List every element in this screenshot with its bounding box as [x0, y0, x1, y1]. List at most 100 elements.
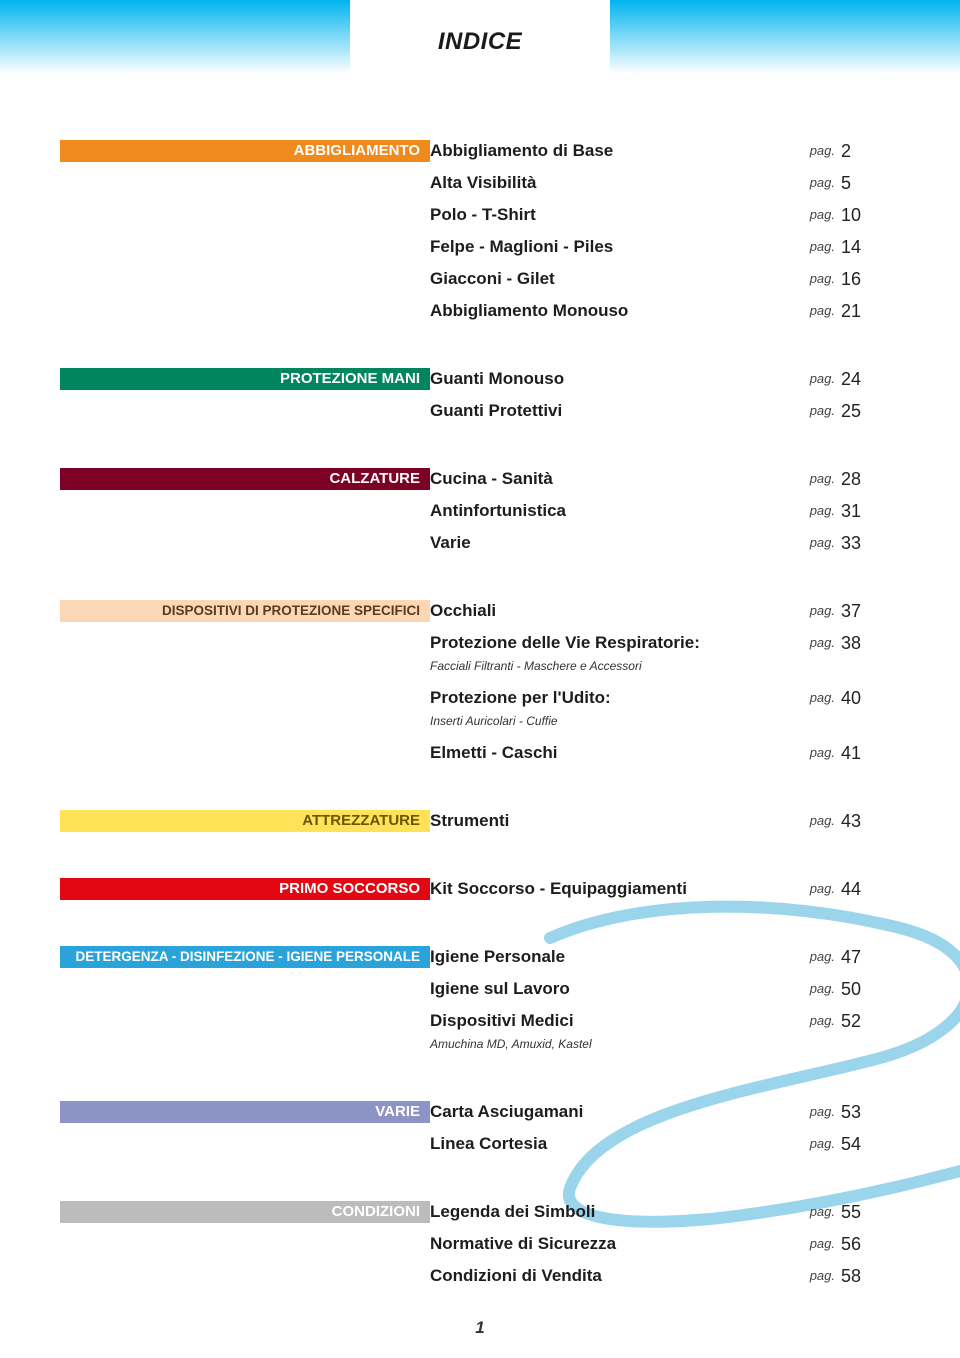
item-label: Igiene sul Lavoro	[430, 978, 790, 1000]
index-row: Antinfortunisticapag.31	[60, 500, 910, 526]
item-label-text: Guanti Monouso	[430, 368, 790, 390]
section-header: PRIMO SOCCORSO	[60, 878, 430, 900]
pag-label: pag.	[790, 1201, 835, 1223]
section-label-col: CONDIZIONI	[60, 1201, 430, 1223]
index-row: PROTEZIONE MANIGuanti Monousopag.24	[60, 368, 910, 394]
page-ref: 33	[835, 532, 875, 554]
section: DETERGENZA - DISINFEZIONE - IGIENE PERSO…	[60, 946, 910, 1059]
page-ref: 24	[835, 368, 875, 390]
item-label-text: Cucina - Sanità	[430, 468, 790, 490]
page-ref: 50	[835, 978, 875, 1000]
pag-label: pag.	[790, 810, 835, 832]
section-label-col: DISPOSITIVI DI PROTEZIONE SPECIFICI	[60, 600, 430, 622]
page-ref: 54	[835, 1133, 875, 1155]
page-ref: 38	[835, 632, 875, 654]
pag-label: pag.	[790, 500, 835, 522]
item-label-text: Abbigliamento di Base	[430, 140, 790, 162]
index-row: Condizioni di Venditapag.58	[60, 1265, 910, 1291]
item-label: Alta Visibilità	[430, 172, 790, 194]
index-row: Elmetti - Caschipag.41	[60, 742, 910, 768]
item-label: Legenda dei Simboli	[430, 1201, 790, 1223]
item-label-text: Alta Visibilità	[430, 172, 790, 194]
section: PRIMO SOCCORSOKit Soccorso - Equipaggiam…	[60, 878, 910, 904]
pag-label: pag.	[790, 368, 835, 390]
index-row: ABBIGLIAMENTOAbbigliamento di Basepag.2	[60, 140, 910, 166]
page-ref: 40	[835, 687, 875, 709]
pag-label: pag.	[790, 1265, 835, 1287]
page-ref: 44	[835, 878, 875, 900]
section-label-col: CALZATURE	[60, 468, 430, 490]
page-ref: 10	[835, 204, 875, 226]
item-label-text: Carta Asciugamani	[430, 1101, 790, 1123]
page-ref: 16	[835, 268, 875, 290]
item-label-text: Legenda dei Simboli	[430, 1201, 790, 1223]
page-ref: 5	[835, 172, 875, 194]
item-label: Strumenti	[430, 810, 790, 832]
item-label: Linea Cortesia	[430, 1133, 790, 1155]
section: ATTREZZATUREStrumentipag.43	[60, 810, 910, 836]
section-header: ABBIGLIAMENTO	[60, 140, 430, 162]
page-ref: 56	[835, 1233, 875, 1255]
page-ref: 37	[835, 600, 875, 622]
section-label-col: PRIMO SOCCORSO	[60, 878, 430, 900]
index-row: Normative di Sicurezzapag.56	[60, 1233, 910, 1259]
item-label: Elmetti - Caschi	[430, 742, 790, 764]
pag-label: pag.	[790, 204, 835, 226]
item-label-text: Protezione delle Vie Respiratorie:	[430, 632, 790, 654]
page-ref: 55	[835, 1201, 875, 1223]
section: PROTEZIONE MANIGuanti Monousopag.24Guant…	[60, 368, 910, 426]
pag-label: pag.	[790, 1133, 835, 1155]
item-label: Polo - T-Shirt	[430, 204, 790, 226]
index-row: Guanti Protettivipag.25	[60, 400, 910, 426]
index-row: CONDIZIONILegenda dei Simbolipag.55	[60, 1201, 910, 1227]
section: CALZATURECucina - Sanitàpag.28Antinfortu…	[60, 468, 910, 558]
pag-label: pag.	[790, 532, 835, 554]
pag-label: pag.	[790, 742, 835, 764]
index-row: Linea Cortesiapag.54	[60, 1133, 910, 1159]
item-label: Abbigliamento Monouso	[430, 300, 790, 322]
item-label: Varie	[430, 532, 790, 554]
index-row: Polo - T-Shirtpag.10	[60, 204, 910, 230]
item-label-text: Igiene sul Lavoro	[430, 978, 790, 1000]
index-row: Dispositivi MediciAmuchina MD, Amuxid, K…	[60, 1010, 910, 1059]
index-row: Protezione delle Vie Respiratorie:Faccia…	[60, 632, 910, 681]
pag-label: pag.	[790, 140, 835, 162]
section-label-col: VARIE	[60, 1101, 430, 1123]
section-label-col: ATTREZZATURE	[60, 810, 430, 832]
item-sublabel: Amuchina MD, Amuxid, Kastel	[430, 1033, 790, 1055]
item-sublabel: Inserti Auricolari - Cuffie	[430, 710, 790, 732]
page-ref: 14	[835, 236, 875, 258]
section-label-col: ABBIGLIAMENTO	[60, 140, 430, 162]
section-header: CONDIZIONI	[60, 1201, 430, 1223]
pag-label: pag.	[790, 946, 835, 968]
section-header: PROTEZIONE MANI	[60, 368, 430, 390]
page-ref: 25	[835, 400, 875, 422]
index-row: Igiene sul Lavoropag.50	[60, 978, 910, 1004]
pag-label: pag.	[790, 300, 835, 322]
item-label-text: Normative di Sicurezza	[430, 1233, 790, 1255]
pag-label: pag.	[790, 1010, 835, 1032]
item-label: Igiene Personale	[430, 946, 790, 968]
pag-label: pag.	[790, 1233, 835, 1255]
item-label-text: Antinfortunistica	[430, 500, 790, 522]
item-label: Protezione per l'Udito:Inserti Auricolar…	[430, 687, 790, 736]
pag-label: pag.	[790, 632, 835, 654]
item-label-text: Felpe - Maglioni - Piles	[430, 236, 790, 258]
index-row: ATTREZZATUREStrumentipag.43	[60, 810, 910, 836]
section-header: ATTREZZATURE	[60, 810, 430, 832]
index-row: Protezione per l'Udito:Inserti Auricolar…	[60, 687, 910, 736]
page-title: INDICE	[0, 28, 960, 56]
item-label-text: Condizioni di Vendita	[430, 1265, 790, 1287]
item-label: Abbigliamento di Base	[430, 140, 790, 162]
item-label: Kit Soccorso - Equipaggiamenti	[430, 878, 790, 900]
item-label: Normative di Sicurezza	[430, 1233, 790, 1255]
item-label: Carta Asciugamani	[430, 1101, 790, 1123]
section: ABBIGLIAMENTOAbbigliamento di Basepag.2A…	[60, 140, 910, 326]
page-ref: 41	[835, 742, 875, 764]
index-row: DETERGENZA - DISINFEZIONE - IGIENE PERSO…	[60, 946, 910, 972]
index-row: DISPOSITIVI DI PROTEZIONE SPECIFICIOcchi…	[60, 600, 910, 626]
pag-label: pag.	[790, 236, 835, 258]
item-label-text: Giacconi - Gilet	[430, 268, 790, 290]
item-label: Protezione delle Vie Respiratorie:Faccia…	[430, 632, 790, 681]
section: VARIECarta Asciugamanipag.53Linea Cortes…	[60, 1101, 910, 1159]
